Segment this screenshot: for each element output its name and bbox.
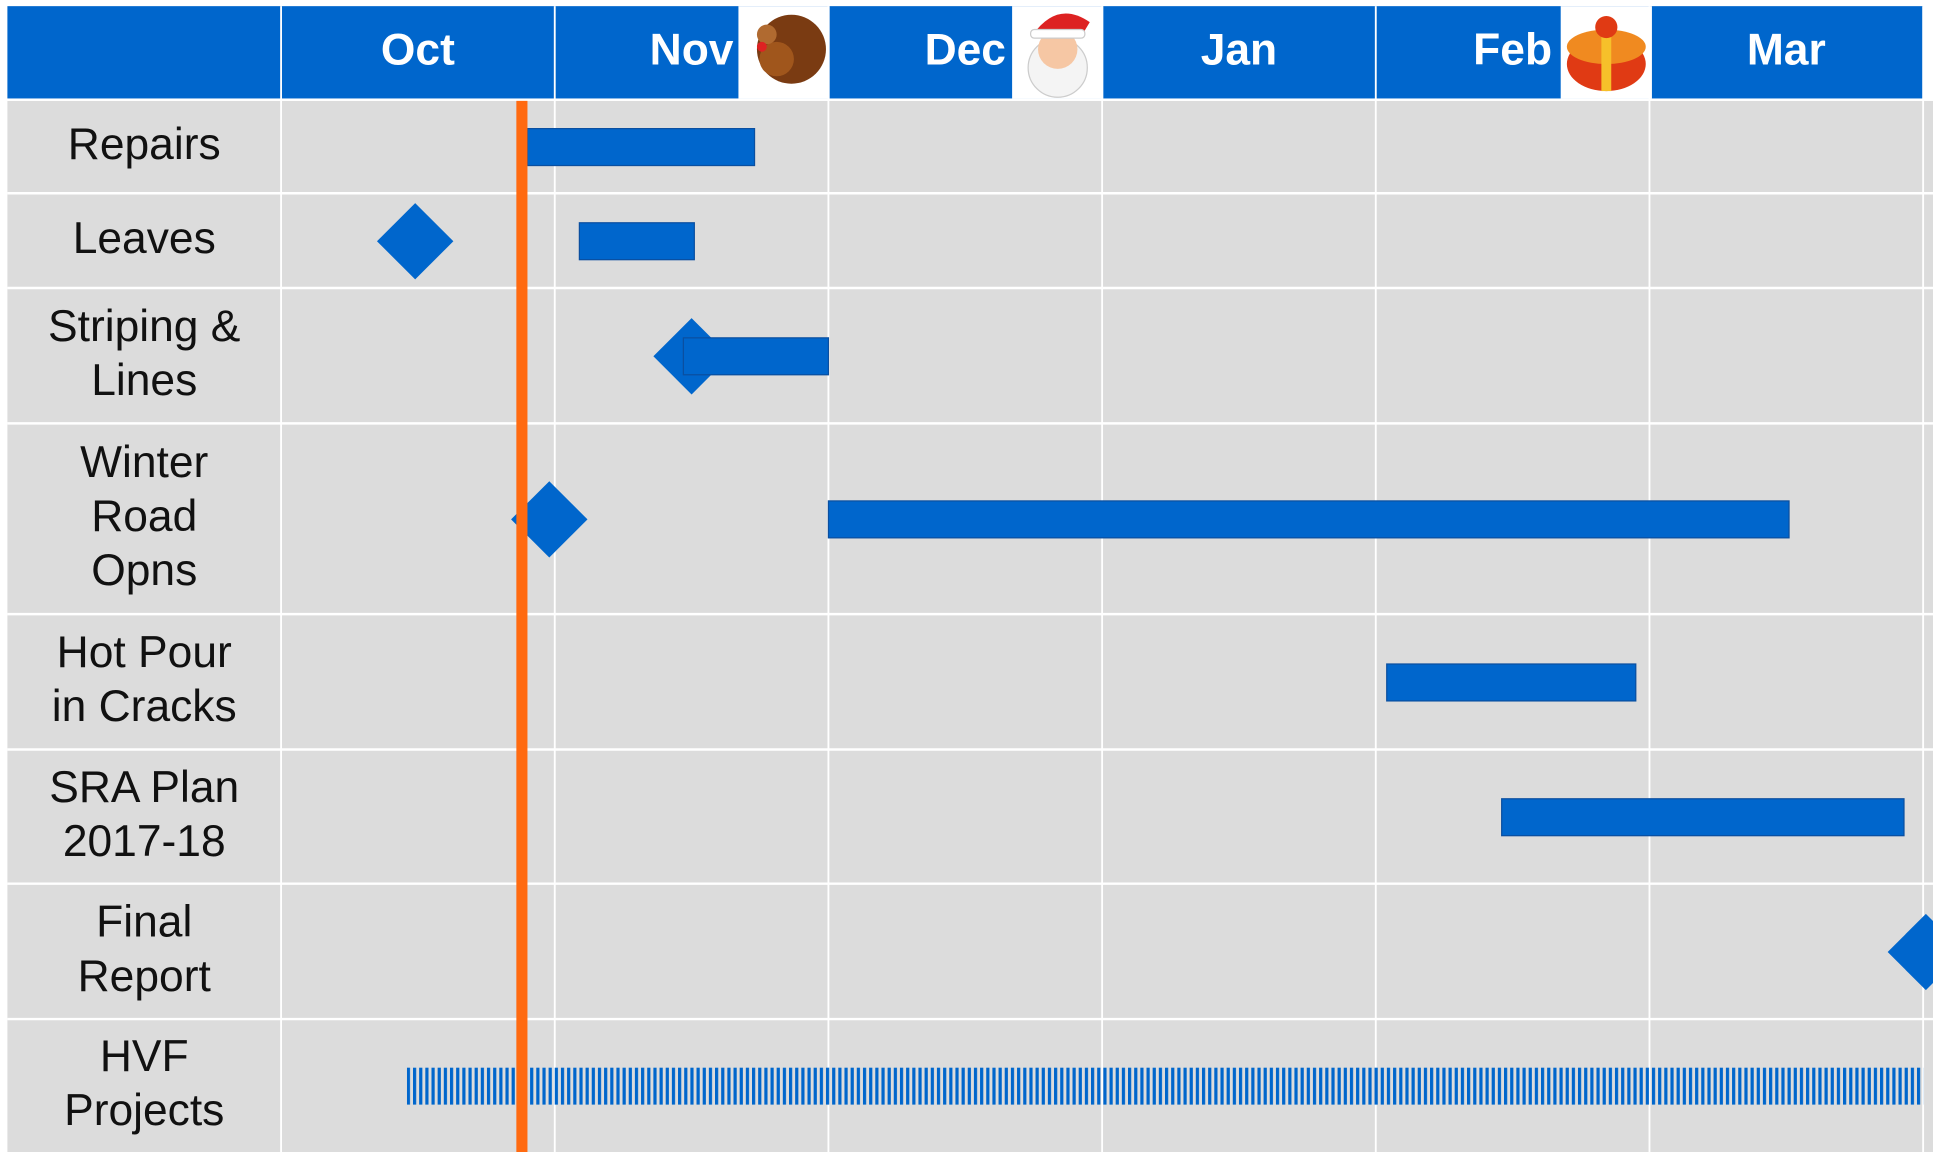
month-label: Dec (925, 26, 1006, 75)
month-label: Mar (1747, 26, 1826, 75)
task-label: in Cracks (52, 682, 237, 731)
month-label: Feb (1473, 26, 1552, 75)
task-label: Striping & (48, 302, 240, 351)
gantt-chart: Oct Nov Dec Jan Feb Mar Repairs Leaves Striping … (0, 0, 1933, 1152)
task-label: Final (96, 898, 192, 947)
task-label: HVF (100, 1032, 189, 1081)
holiday-icon (738, 6, 829, 98)
task-bar (828, 501, 1789, 538)
task-bar (1387, 664, 1636, 701)
task-label: Report (78, 952, 211, 1001)
task-label: Leaves (73, 214, 216, 263)
plot-background (7, 101, 1933, 1152)
task-bar (407, 1068, 1923, 1105)
turkey-head (757, 25, 777, 45)
task-label: Opns (91, 546, 197, 595)
task-label: SRA Plan (49, 763, 239, 812)
task-bar (579, 223, 694, 260)
gift-ribbon (1601, 30, 1611, 92)
task-label: Projects (64, 1086, 224, 1135)
month-label: Nov (650, 26, 734, 75)
task-bar (683, 338, 828, 375)
task-label: Lines (91, 356, 197, 405)
task-label: Repairs (68, 120, 221, 169)
month-label: Jan (1201, 26, 1277, 75)
task-label: Road (91, 492, 197, 541)
task-bar (1502, 799, 1904, 836)
holiday-icon (1012, 6, 1103, 98)
task-label: Winter (80, 438, 208, 487)
santa-hat-brim (1031, 30, 1085, 39)
turkey-wattle (757, 42, 767, 52)
gift-bow (1595, 16, 1617, 38)
task-label: Hot Pour (57, 628, 232, 677)
task-label: 2017-18 (63, 817, 226, 866)
month-label: Oct (381, 26, 455, 75)
holiday-icon (1561, 6, 1652, 98)
task-bar (527, 129, 754, 166)
